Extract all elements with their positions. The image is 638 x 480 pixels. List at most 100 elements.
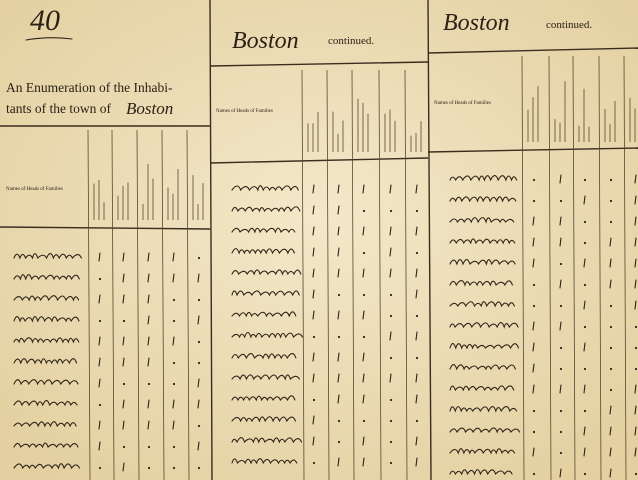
column-rule <box>404 69 408 480</box>
tally <box>147 336 150 346</box>
dot <box>312 398 316 402</box>
name-scrawl <box>231 290 300 297</box>
tally <box>559 468 562 478</box>
dot <box>389 293 393 297</box>
tally <box>172 252 175 262</box>
dot <box>559 367 563 371</box>
dot <box>583 283 587 287</box>
tally <box>98 420 101 430</box>
town-name: Boston <box>443 10 510 36</box>
name-scrawl <box>13 295 80 302</box>
tally <box>122 336 125 346</box>
tally <box>634 216 637 226</box>
dot <box>559 346 563 350</box>
name-scrawl <box>449 238 516 245</box>
dot <box>147 382 151 386</box>
name-scrawl <box>449 258 516 266</box>
dot <box>337 419 341 423</box>
dot <box>609 199 613 203</box>
dot <box>122 319 126 323</box>
tally <box>337 310 340 320</box>
rule <box>427 147 638 153</box>
tally <box>197 273 200 283</box>
name-scrawl <box>231 227 296 234</box>
dot <box>559 199 563 203</box>
dot <box>532 178 536 182</box>
tally <box>312 289 315 299</box>
dot <box>312 461 316 465</box>
dot <box>197 466 201 470</box>
rule <box>209 61 429 67</box>
dot <box>415 356 419 360</box>
tally <box>362 184 365 194</box>
tally <box>609 468 612 478</box>
title-line: An Enumeration of the Inhabi- <box>6 80 173 95</box>
tally <box>98 378 101 388</box>
tally <box>559 216 562 226</box>
name-scrawl <box>13 399 78 407</box>
dot <box>559 430 563 434</box>
dot <box>609 346 613 350</box>
tally <box>362 226 365 236</box>
tally <box>147 252 150 262</box>
name-scrawl <box>449 343 519 350</box>
dot <box>415 314 419 318</box>
dot <box>583 409 587 413</box>
column-rule <box>548 55 552 480</box>
tally <box>583 258 586 268</box>
name-scrawl <box>231 437 303 444</box>
tally <box>312 415 315 425</box>
column-rule <box>111 129 115 480</box>
tally <box>337 373 340 383</box>
tally <box>98 294 101 304</box>
column-rule <box>136 129 140 480</box>
tally <box>122 273 125 283</box>
tally <box>147 399 150 409</box>
name-scrawl <box>449 321 519 329</box>
column-header: Names of Heads of Families <box>216 109 273 114</box>
tally <box>362 268 365 278</box>
name-scrawl <box>13 337 80 344</box>
tally <box>98 252 101 262</box>
rule <box>0 226 211 230</box>
name-scrawl <box>449 364 516 371</box>
name-scrawl <box>231 311 297 318</box>
tally <box>147 294 150 304</box>
dot <box>122 445 126 449</box>
tally <box>337 226 340 236</box>
name-scrawl <box>231 185 299 192</box>
dot <box>634 472 638 476</box>
tally <box>583 195 586 205</box>
dot <box>389 314 393 318</box>
tally <box>337 247 340 257</box>
column-header: Names of Heads of Families <box>6 187 63 192</box>
tally <box>98 336 101 346</box>
tally <box>362 310 365 320</box>
tally <box>415 268 418 278</box>
tally <box>559 237 562 247</box>
name-scrawl <box>13 358 78 365</box>
dot <box>415 251 419 255</box>
column-rule <box>521 55 525 480</box>
name-scrawl <box>13 442 79 449</box>
dot <box>362 335 366 339</box>
tally <box>312 352 315 362</box>
dot <box>559 451 563 455</box>
dot <box>609 367 613 371</box>
dot <box>147 445 151 449</box>
name-scrawl <box>231 458 298 465</box>
dot <box>609 220 613 224</box>
tally <box>312 247 315 257</box>
column-rule <box>623 55 627 480</box>
name-scrawl <box>231 416 296 423</box>
dot <box>172 445 176 449</box>
tally <box>583 342 586 352</box>
column-rule <box>378 69 382 480</box>
tally <box>609 405 612 415</box>
tally <box>172 420 175 430</box>
dot <box>197 298 201 302</box>
tally <box>559 321 562 331</box>
dot <box>197 256 201 260</box>
column-rule <box>572 55 576 480</box>
